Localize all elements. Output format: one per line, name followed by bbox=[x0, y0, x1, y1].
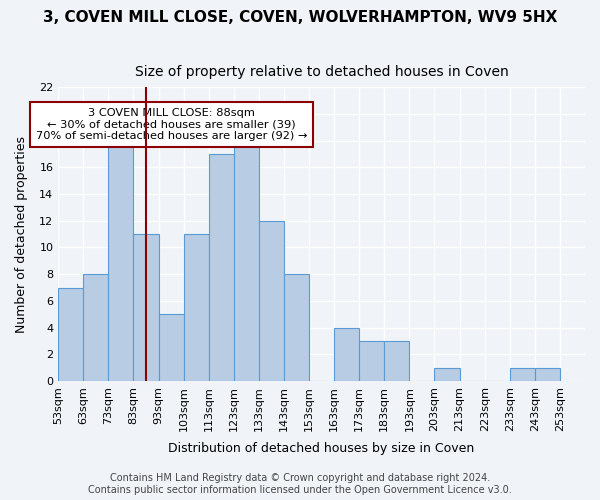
Bar bbox=[434, 368, 460, 381]
Text: 3, COVEN MILL CLOSE, COVEN, WOLVERHAMPTON, WV9 5HX: 3, COVEN MILL CLOSE, COVEN, WOLVERHAMPTO… bbox=[43, 10, 557, 25]
Text: 3 COVEN MILL CLOSE: 88sqm
← 30% of detached houses are smaller (39)
70% of semi-: 3 COVEN MILL CLOSE: 88sqm ← 30% of detac… bbox=[36, 108, 307, 141]
Bar bbox=[158, 314, 184, 381]
Bar bbox=[109, 140, 133, 381]
Bar bbox=[535, 368, 560, 381]
Bar bbox=[510, 368, 535, 381]
Title: Size of property relative to detached houses in Coven: Size of property relative to detached ho… bbox=[135, 65, 508, 79]
Bar bbox=[284, 274, 309, 381]
Bar bbox=[58, 288, 83, 381]
Bar bbox=[83, 274, 109, 381]
Bar bbox=[234, 140, 259, 381]
Bar bbox=[385, 341, 409, 381]
Bar bbox=[359, 341, 385, 381]
Bar bbox=[259, 220, 284, 381]
X-axis label: Distribution of detached houses by size in Coven: Distribution of detached houses by size … bbox=[169, 442, 475, 455]
Text: Contains HM Land Registry data © Crown copyright and database right 2024.
Contai: Contains HM Land Registry data © Crown c… bbox=[88, 474, 512, 495]
Bar bbox=[334, 328, 359, 381]
Bar bbox=[184, 234, 209, 381]
Bar bbox=[133, 234, 158, 381]
Y-axis label: Number of detached properties: Number of detached properties bbox=[15, 136, 28, 332]
Bar bbox=[209, 154, 234, 381]
